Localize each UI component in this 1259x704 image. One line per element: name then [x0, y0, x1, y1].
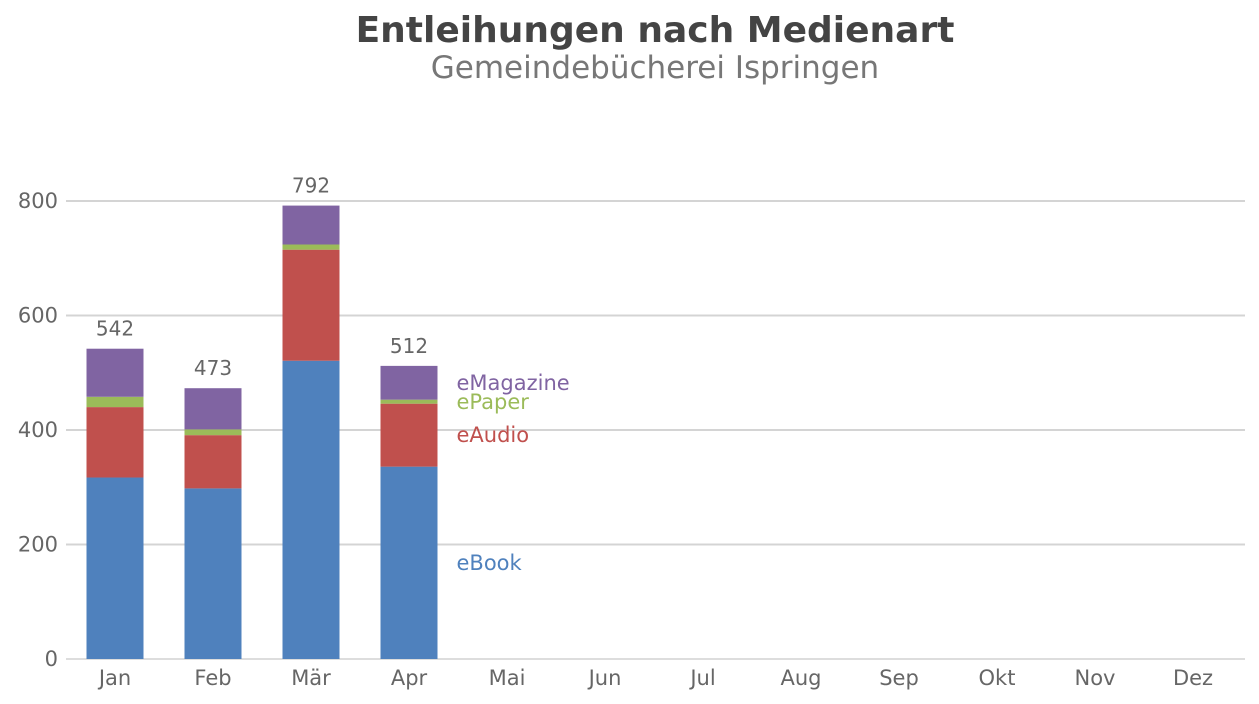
bar-segment-ebook — [86, 477, 144, 659]
total-label: 792 — [292, 174, 330, 198]
bar-segment-epaper — [282, 244, 340, 250]
x-tick-label: Dez — [1173, 666, 1213, 690]
y-axis: 0 200 400 600 800 — [18, 189, 58, 671]
bar-segment-emagazine — [282, 205, 340, 245]
bar-segment-epaper — [86, 396, 144, 408]
x-tick-label: Mär — [291, 666, 331, 690]
legend-label-ebook: eBook — [457, 551, 523, 575]
y-tick-label: 600 — [18, 304, 58, 328]
bar-segment-emagazine — [86, 348, 144, 397]
bar-segment-ebook — [282, 360, 340, 659]
bar-segment-eaudio — [380, 403, 438, 467]
x-tick-label: Sep — [879, 666, 919, 690]
bar-segment-epaper — [380, 399, 438, 404]
x-tick-label: Jul — [688, 666, 715, 690]
x-tick-label: Mai — [489, 666, 526, 690]
x-tick-label: Nov — [1075, 666, 1116, 690]
gridlines — [66, 200, 1245, 660]
total-label: 542 — [96, 317, 134, 341]
total-label: 512 — [390, 334, 428, 358]
y-tick-label: 200 — [18, 533, 58, 557]
bar-segment-emagazine — [380, 365, 438, 400]
y-tick-label: 0 — [45, 647, 58, 671]
bar-segment-eaudio — [282, 249, 340, 361]
x-tick-label: Jun — [587, 666, 622, 690]
x-tick-label: Apr — [391, 666, 428, 690]
bar-segment-eaudio — [184, 435, 242, 489]
total-label: 473 — [194, 356, 232, 380]
bar-segment-ebook — [380, 466, 438, 659]
chart-title: Entleihungen nach Medienart — [355, 10, 955, 51]
legend-label-emagazine: eMagazine — [457, 371, 570, 395]
y-tick-label: 800 — [18, 189, 58, 213]
x-axis: Jan Feb Mär Apr Mai Jun Jul Aug Sep Okt Nov Dez — [97, 666, 1213, 690]
y-tick-label: 400 — [18, 418, 58, 442]
x-tick-label: Jan — [97, 666, 131, 690]
legend-label-eaudio: eAudio — [457, 423, 530, 447]
bar-segment-ebook — [184, 488, 242, 659]
total-labels: 542 473 792 512 — [96, 174, 428, 381]
x-tick-label: Okt — [979, 666, 1016, 690]
chart-subtitle: Gemeindebücherei Ispringen — [430, 50, 880, 86]
x-tick-label: Feb — [194, 666, 231, 690]
bar-segment-epaper — [184, 429, 242, 436]
bars — [86, 205, 438, 659]
bar-segment-emagazine — [184, 388, 242, 430]
x-tick-label: Aug — [780, 666, 821, 690]
bar-segment-eaudio — [86, 407, 144, 478]
legend-label-epaper: ePaper — [457, 390, 530, 414]
